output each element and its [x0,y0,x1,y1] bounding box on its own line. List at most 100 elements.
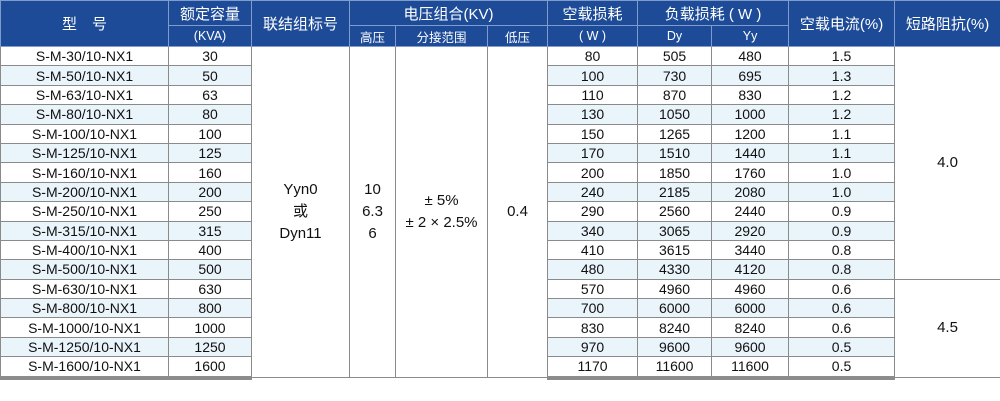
noload-loss-cell: 290 [547,201,639,222]
model-cell: S-M-630/10-NX1 [0,278,169,300]
noload-current-cell: 0.9 [788,201,896,222]
noload-current-cell: 0.6 [788,278,896,300]
load-loss-dy-cell: 505 [637,45,713,67]
load-loss-yy-cell: 3440 [711,239,790,261]
header-hv: 高压 [349,25,396,47]
load-loss-yy-cell: 4120 [711,259,790,280]
load-loss-yy-cell: 695 [711,65,790,86]
impedance-cell: 4.0 [894,46,1000,280]
hv-line: 10 [364,181,381,199]
connection-line: Yyn0 [283,181,318,199]
table-row: S-M-1250/10-NX1 1250 970 9600 9600 0.5 [0,336,1000,358]
table-row: S-M-30/10-NX1 30 Yyn0 或 Dyn11 10 6.3 6 ± 5% ± 2 ×… [0,45,1000,379]
header-dy: Dy [637,25,713,47]
impedance-cell: 4.5 [894,278,1000,379]
capacity-cell: 63 [168,84,252,106]
capacity-cell: 80 [168,104,252,125]
header-connection: 联结组标号 [251,0,350,47]
model-cell: S-M-1250/10-NX1 [0,336,169,358]
load-loss-yy-cell: 1200 [711,123,790,144]
noload-loss-cell: 110 [547,84,639,106]
load-loss-dy-cell: 1510 [637,142,713,164]
table-row: S-M-50/10-NX1 50 100 730 695 1.3 [0,65,1000,86]
model-cell: S-M-800/10-NX1 [0,298,169,319]
model-cell: S-M-63/10-NX1 [0,84,169,106]
model-cell: S-M-200/10-NX1 [0,181,169,203]
noload-loss-cell: 970 [547,336,639,358]
noload-current-cell: 0.6 [788,317,896,338]
capacity-cell: 125 [168,142,252,164]
header-lv: 低压 [486,25,549,47]
load-loss-yy-cell: 2920 [711,220,790,241]
header-yy: Yy [711,25,790,47]
capacity-cell: 50 [168,65,252,86]
header-voltage: 电压组合(KV) [348,0,549,26]
connection-line: Dyn11 [279,225,322,243]
load-loss-dy-cell: 870 [637,84,713,106]
capacity-cell: 800 [168,298,252,319]
table-row: S-M-500/10-NX1 500 480 4330 4120 0.8 [0,259,1000,280]
tap-range-cell: ± 5% ± 2 × 2.5% [395,45,488,379]
model-cell: S-M-100/10-NX1 [0,123,169,144]
capacity-cell: 315 [168,220,252,241]
model-cell: S-M-1000/10-NX1 [0,317,169,338]
load-loss-yy-cell: 2080 [711,181,790,203]
model-cell: S-M-80/10-NX1 [0,104,169,125]
noload-loss-cell: 830 [547,317,639,338]
noload-current-cell: 0.8 [788,239,896,261]
load-loss-dy-cell: 1050 [637,104,713,125]
noload-current-cell: 0.9 [788,220,896,241]
model-cell: S-M-500/10-NX1 [0,259,169,280]
model-cell: S-M-160/10-NX1 [0,162,169,183]
noload-current-cell: 1.5 [788,45,896,67]
noload-loss-cell: 480 [547,259,639,280]
tap-line: ± 5% [424,192,459,210]
table-row: S-M-80/10-NX1 80 130 1050 1000 1.2 [0,104,1000,125]
load-loss-yy-cell: 1440 [711,142,790,164]
transformer-spec-table: 型 号 额定容量 联结组标号 电压组合(KV) 空载损耗 负载损耗 ( W ) … [0,0,1000,380]
load-loss-yy-cell: 2440 [711,201,790,222]
capacity-cell: 630 [168,278,252,300]
header-noload-loss: 空载损耗 [547,0,639,26]
noload-current-cell: 0.6 [788,298,896,319]
header-noload-loss-unit: ( W ) [547,25,639,47]
load-loss-yy-cell: 1000 [711,104,790,125]
noload-loss-cell: 240 [547,181,639,203]
load-loss-dy-cell: 3065 [637,220,713,241]
tap-line: ± 2 × 2.5% [405,214,478,232]
load-loss-dy-cell: 4960 [637,278,713,300]
table-row: S-M-125/10-NX1 125 170 1510 1440 1.1 [0,142,1000,164]
header-capacity: 额定容量 [168,0,252,26]
capacity-cell: 1250 [168,336,252,358]
model-cell: S-M-30/10-NX1 [0,45,169,67]
capacity-cell: 160 [168,162,252,183]
table-row: S-M-160/10-NX1 160 200 1850 1760 1.0 [0,162,1000,183]
noload-loss-cell: 570 [547,278,639,300]
noload-current-cell: 0.5 [788,336,896,358]
table-row: S-M-1600/10-NX1 1600 1170 11600 11600 0.5 [0,356,1000,380]
load-loss-yy-cell: 11600 [711,356,790,380]
load-loss-yy-cell: 830 [711,84,790,106]
header-load-loss: 负载损耗 ( W ) [637,0,790,26]
load-loss-yy-cell: 6000 [711,298,790,319]
capacity-cell: 200 [168,181,252,203]
hv-cell: 10 6.3 6 [349,45,396,379]
load-loss-dy-cell: 1265 [637,123,713,144]
capacity-cell: 500 [168,259,252,280]
table-row: S-M-315/10-NX1 315 340 3065 2920 0.9 [0,220,1000,241]
load-loss-dy-cell: 3615 [637,239,713,261]
load-loss-yy-cell: 480 [711,45,790,67]
load-loss-yy-cell: 8240 [711,317,790,338]
load-loss-dy-cell: 9600 [637,336,713,358]
load-loss-yy-cell: 9600 [711,336,790,358]
table-body: S-M-30/10-NX1 30 Yyn0 或 Dyn11 10 6.3 6 ± 5% ± 2 ×… [0,45,1000,380]
load-loss-dy-cell: 2560 [637,201,713,222]
model-cell: S-M-250/10-NX1 [0,201,169,222]
table-row: S-M-100/10-NX1 100 150 1265 1200 1.1 [0,123,1000,144]
noload-current-cell: 1.2 [788,104,896,125]
table-row: S-M-250/10-NX1 250 290 2560 2440 0.9 [0,201,1000,222]
header-capacity-unit: (KVA) [168,25,252,47]
capacity-cell: 1600 [168,356,252,380]
model-cell: S-M-315/10-NX1 [0,220,169,241]
model-cell: S-M-125/10-NX1 [0,142,169,164]
